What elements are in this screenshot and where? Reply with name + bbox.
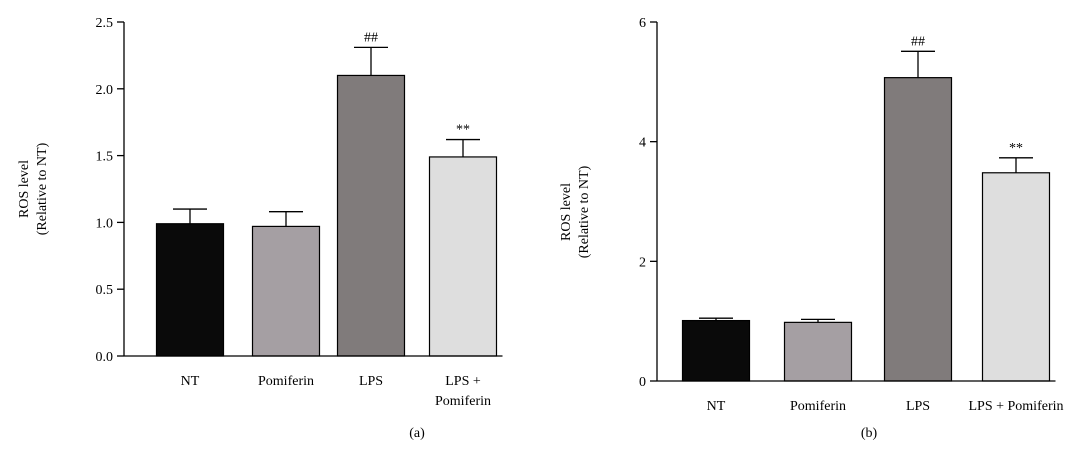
panel-b-significance-label: ** (1009, 141, 1023, 156)
panel-b-bar (883, 77, 953, 382)
panel-b-significance-label: ## (911, 34, 925, 49)
panel-b-x-tick-label: Pomiferin (790, 399, 846, 414)
panel-a-y-axis-label: ROS level (Relative to NT) (17, 142, 50, 235)
panel-b-y-axis-label: ROS level (Relative to NT) (559, 165, 592, 258)
panel-a-x-tick-label: LPS (359, 374, 383, 389)
panel-a-chart: ## ** 0.0 0.5 1.0 1.5 2.0 2.5 NT Pomiferin LPS LPS … (17, 16, 503, 441)
panel-b-x-tick-label: NT (707, 399, 726, 414)
panel-b-x-tick-label-line: LPS + Pomiferin (968, 399, 1063, 414)
panel-b-x-tick-label-line: LPS (906, 399, 930, 414)
panel-a-bar (336, 74, 406, 357)
panel-a-y-tick-label: 0.0 (96, 350, 114, 365)
panel-a-y-tick-label: 2.5 (96, 16, 114, 31)
panel-a-significance-label: ** (456, 123, 470, 138)
panel-a-x-tick-label-line: Pomiferin (435, 394, 491, 409)
panel-b-y-axis-label-line2: (Relative to NT) (577, 165, 592, 258)
panel-a-x-tick-label-line: LPS (359, 374, 383, 389)
panel-a-x-tick-label-line: Pomiferin (258, 374, 314, 389)
panel-b-chart: ## ** 0 2 4 6 NT Pomiferin LPS LPS + Pomiferin ROS… (559, 16, 1064, 441)
panel-a-y-tick-label: 1.5 (96, 150, 114, 165)
panel-b-y-tick-label: 0 (639, 375, 646, 390)
panel-a-x-tick-label: NT (181, 374, 200, 389)
panel-a-significance-label: ## (364, 30, 378, 45)
panel-b-bar (981, 172, 1051, 382)
panel-b-x-tick-label-line: NT (707, 399, 726, 414)
panel-b-x-tick-label: LPS + Pomiferin (968, 399, 1063, 414)
panel-a-y-axis-label-line1: ROS level (17, 160, 32, 218)
panel-b-y-tick-label: 6 (639, 16, 646, 31)
panel-b-panel-label: (b) (861, 426, 878, 441)
panel-a-bar (155, 223, 225, 357)
panel-a-bar (251, 225, 321, 357)
panel-b-y-axis-label-line1: ROS level (559, 183, 574, 241)
panel-a-bar (428, 156, 498, 357)
panel-b-bar (783, 321, 853, 382)
panel-a-y-tick-label: 1.0 (96, 216, 114, 231)
panel-b-x-tick-label: LPS (906, 399, 930, 414)
panel-a-x-tick-label: Pomiferin (258, 374, 314, 389)
panel-b-bar (681, 319, 751, 382)
panel-b-y-tick-label: 4 (639, 136, 646, 151)
panel-b-y-tick-label: 2 (639, 255, 646, 270)
panel-a-panel-label: (a) (409, 426, 425, 441)
panel-a-x-tick-label-line: NT (181, 374, 200, 389)
panel-a-x-tick-label-line: LPS + (445, 374, 481, 389)
panel-a-x-tick-label: LPS + Pomiferin (435, 374, 491, 409)
panel-b-x-tick-label-line: Pomiferin (790, 399, 846, 414)
panel-a-y-tick-label: 2.0 (96, 83, 114, 98)
panel-a-y-tick-label: 0.5 (96, 283, 114, 298)
panel-a-y-axis-label-line2: (Relative to NT) (35, 142, 50, 235)
